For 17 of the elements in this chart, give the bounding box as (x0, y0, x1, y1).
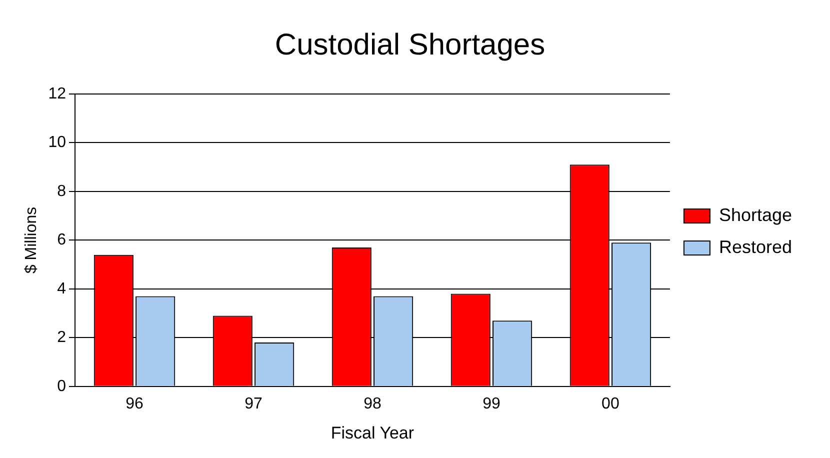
y-tick-label: 6 (57, 232, 66, 249)
x-tick-label: 97 (244, 395, 262, 412)
y-tick-label: 8 (57, 182, 66, 200)
chart-title: Custodial Shortages (274, 28, 546, 62)
y-tick-label: 2 (57, 329, 66, 346)
y-tick-label: 12 (48, 85, 66, 102)
x-tick-label: 00 (602, 395, 620, 412)
legend-label: Shortage (718, 204, 792, 225)
y-tick-label: 0 (57, 378, 66, 395)
y-axis-title: $ Millions (23, 206, 40, 274)
x-tick-label: 96 (126, 395, 144, 412)
x-axis-title: Fiscal Year (330, 423, 414, 442)
legend-label: Restored (718, 236, 792, 257)
x-tick-label: 99 (482, 395, 500, 412)
x-tick-label: 98 (364, 395, 382, 412)
y-tick-label: 4 (57, 280, 66, 298)
y-tick-label: 10 (48, 134, 66, 152)
